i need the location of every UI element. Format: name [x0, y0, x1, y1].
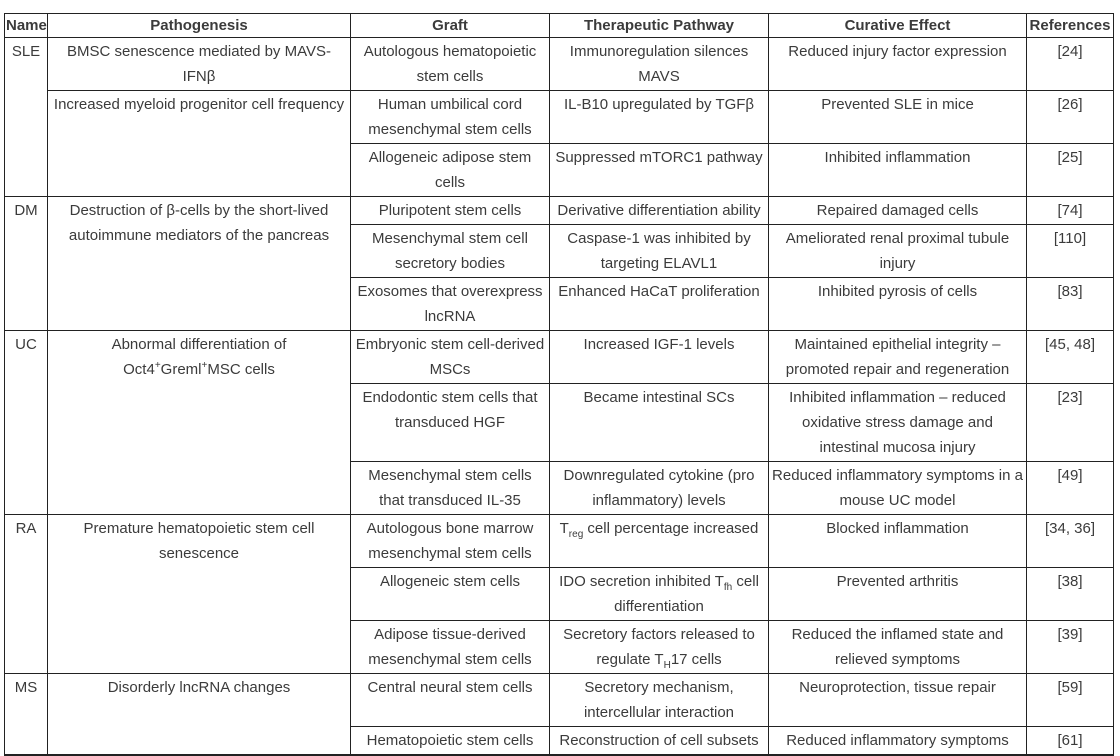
cell-reference: [24] — [1026, 37, 1114, 91]
cell-graft: Autologous hematopoietic stem cells — [350, 37, 550, 91]
therapy-review-table: Name Pathogenesis Graft Therapeutic Path… — [4, 13, 1114, 756]
cell-reference: [39] — [1026, 620, 1114, 674]
table-row: Mesenchymal stem cell secretory bodies C… — [5, 224, 1114, 278]
cell-pathway: Enhanced HaCaT proliferation — [549, 277, 769, 331]
cell-reference: [74] — [1026, 196, 1114, 225]
table-row: Allogeneic adipose stem cells Suppressed… — [5, 143, 1114, 197]
cell-reference: [26] — [1026, 90, 1114, 144]
cell-disease-name: SLE — [4, 37, 48, 197]
cell-disease-name: RA — [4, 514, 48, 674]
cell-graft: Endodontic stem cells that transduced HG… — [350, 383, 550, 462]
page: Name Pathogenesis Graft Therapeutic Path… — [4, 13, 1114, 756]
cell-pathway: Treg cell percentage increased — [549, 514, 769, 568]
cell-effect: Blocked inflammation — [768, 514, 1027, 568]
cell-effect: Inhibited inflammation — [768, 143, 1027, 197]
col-header-references: References — [1026, 13, 1114, 38]
table-row: UC Abnormal differentiation of Oct4+Grem… — [4, 330, 1114, 515]
cell-effect: Reduced inflammatory symptoms — [768, 726, 1027, 756]
table-row: DM Destruction of β-cells by the short-l… — [4, 196, 1114, 331]
table-row: Exosomes that overexpress lncRNA Enhance… — [5, 277, 1114, 331]
cell-reference: [38] — [1026, 567, 1114, 621]
cell-pathway: IDO secretion inhibited Tfh cell differe… — [549, 567, 769, 621]
cell-pathway: Immunoregulation silences MAVS — [549, 37, 769, 91]
cell-reference: [83] — [1026, 277, 1114, 331]
cell-pathway: Secretory factors released to regulate T… — [549, 620, 769, 674]
cell-graft: Mesenchymal stem cells that transduced I… — [350, 461, 550, 515]
cell-pathway: Downregulated cytokine (pro inflammatory… — [549, 461, 769, 515]
cell-graft: Pluripotent stem cells — [350, 196, 550, 225]
cell-effect: Ameliorated renal proximal tubule injury — [768, 224, 1027, 278]
header-row: Name Pathogenesis Graft Therapeutic Path… — [4, 13, 1114, 38]
table-row: RA Premature hematopoietic stem cell sen… — [4, 514, 1114, 674]
cell-reference: [34, 36] — [1026, 514, 1114, 568]
cell-effect: Neuroprotection, tissue repair — [768, 673, 1027, 727]
cell-effect: Maintained epithelial integrity – promot… — [768, 330, 1027, 384]
cell-effect: Prevented arthritis — [768, 567, 1027, 621]
cell-graft: Allogeneic stem cells — [350, 567, 550, 621]
cell-pathway: Became intestinal SCs — [549, 383, 769, 462]
table-row: MS Disorderly lncRNA changes Central neu… — [4, 673, 1114, 756]
cell-pathway: Caspase-1 was inhibited by targeting ELA… — [549, 224, 769, 278]
cell-reference: [25] — [1026, 143, 1114, 197]
cell-pathway: Increased IGF-1 levels — [549, 330, 769, 384]
cell-pathogenesis: BMSC senescence mediated by MAVS-IFNβ — [47, 37, 351, 91]
cell-disease-name: UC — [4, 330, 48, 515]
cell-effect: Reduced inflammatory symptoms in a mouse… — [768, 461, 1027, 515]
cell-graft: Adipose tissue-derived mesenchymal stem … — [350, 620, 550, 674]
cell-reference: [49] — [1026, 461, 1114, 515]
cell-reference: [23] — [1026, 383, 1114, 462]
cell-effect: Reduced the inflamed state and relieved … — [768, 620, 1027, 674]
cell-pathogenesis: Destruction of β-cells by the short-live… — [47, 196, 351, 331]
cell-graft: Exosomes that overexpress lncRNA — [350, 277, 550, 331]
cell-pathway: Reconstruction of cell subsets — [549, 726, 769, 756]
table-row: Adipose tissue-derived mesenchymal stem … — [5, 620, 1114, 674]
col-header-graft: Graft — [350, 13, 550, 38]
cell-effect: Reduced injury factor expression — [768, 37, 1027, 91]
cell-pathogenesis: Abnormal differentiation of Oct4+Greml+M… — [47, 330, 351, 515]
cell-pathway: IL-B10 upregulated by TGFβ — [549, 90, 769, 144]
cell-effect: Prevented SLE in mice — [768, 90, 1027, 144]
cell-effect: Repaired damaged cells — [768, 196, 1027, 225]
table-row: Mesenchymal stem cells that transduced I… — [5, 461, 1114, 515]
cell-pathway: Secretory mechanism, intercellular inter… — [549, 673, 769, 727]
col-header-pathogenesis: Pathogenesis — [47, 13, 351, 38]
cell-reference: [61] — [1026, 726, 1114, 756]
cell-graft: Embryonic stem cell-derived MSCs — [350, 330, 550, 384]
cell-disease-name: DM — [4, 196, 48, 331]
table-row: Allogeneic stem cells IDO secretion inhi… — [5, 567, 1114, 621]
col-header-therapeutic-pathway: Therapeutic Pathway — [549, 13, 769, 38]
cell-reference: [110] — [1026, 224, 1114, 278]
cell-reference: [59] — [1026, 673, 1114, 727]
cell-pathway: Derivative differentiation ability — [549, 196, 769, 225]
cell-graft: Human umbilical cord mesenchymal stem ce… — [350, 90, 550, 144]
cell-graft: Mesenchymal stem cell secretory bodies — [350, 224, 550, 278]
cell-effect: Inhibited pyrosis of cells — [768, 277, 1027, 331]
cell-graft: Central neural stem cells — [350, 673, 550, 727]
cell-pathogenesis: Premature hematopoietic stem cell senesc… — [47, 514, 351, 674]
cell-pathway: Suppressed mTORC1 pathway — [549, 143, 769, 197]
table-row: SLE BMSC senescence mediated by MAVS-IFN… — [4, 37, 1114, 197]
cell-graft: Hematopoietic stem cells — [350, 726, 550, 756]
cell-effect: Inhibited inflammation – reduced oxidati… — [768, 383, 1027, 462]
cell-pathogenesis: Increased myeloid progenitor cell freque… — [47, 90, 351, 197]
cell-graft: Autologous bone marrow mesenchymal stem … — [350, 514, 550, 568]
col-header-curative-effect: Curative Effect — [768, 13, 1027, 38]
cell-disease-name: MS — [4, 673, 48, 756]
cell-reference: [45, 48] — [1026, 330, 1114, 384]
table-row: Increased myeloid progenitor cell freque… — [5, 90, 1114, 197]
cell-graft: Allogeneic adipose stem cells — [350, 143, 550, 197]
cell-pathogenesis: Disorderly lncRNA changes — [47, 673, 351, 756]
col-header-name: Name — [4, 13, 48, 38]
